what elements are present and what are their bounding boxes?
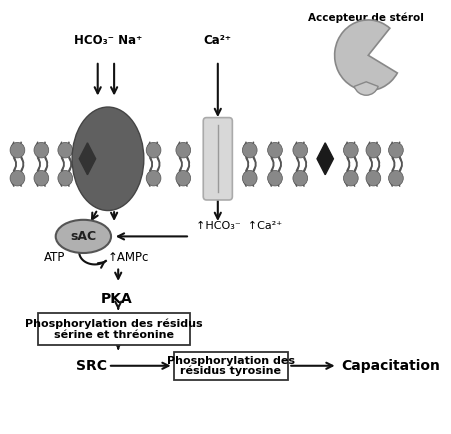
Wedge shape (354, 82, 377, 95)
Text: SRC: SRC (76, 359, 107, 373)
Circle shape (34, 171, 49, 186)
Circle shape (343, 171, 357, 186)
Circle shape (343, 142, 357, 158)
Text: HCO₃⁻ Na⁺: HCO₃⁻ Na⁺ (74, 34, 142, 47)
Circle shape (58, 142, 73, 158)
Circle shape (242, 142, 257, 158)
Circle shape (58, 171, 73, 186)
Text: ↑HCO₃⁻  ↑Ca²⁺: ↑HCO₃⁻ ↑Ca²⁺ (196, 221, 281, 231)
Text: PKA: PKA (100, 292, 132, 306)
Text: Ca²⁺: Ca²⁺ (203, 34, 231, 47)
Circle shape (292, 171, 307, 186)
Ellipse shape (72, 107, 143, 210)
Circle shape (365, 142, 380, 158)
Text: Phosphorylation des: Phosphorylation des (166, 355, 295, 365)
FancyBboxPatch shape (203, 118, 232, 200)
Text: Capacitation: Capacitation (341, 359, 440, 373)
Text: ATP: ATP (44, 251, 65, 264)
Text: sérine et thréonine: sérine et thréonine (54, 330, 174, 340)
Circle shape (242, 171, 257, 186)
Text: Accepteur de stérol: Accepteur de stérol (308, 12, 423, 23)
Circle shape (10, 171, 25, 186)
Circle shape (388, 142, 402, 158)
Circle shape (175, 142, 190, 158)
Text: Phosphorylation des résidus: Phosphorylation des résidus (25, 318, 202, 329)
Text: ↑AMPc: ↑AMPc (108, 251, 149, 264)
Text: sAC: sAC (70, 230, 96, 243)
Circle shape (388, 171, 402, 186)
FancyBboxPatch shape (38, 313, 189, 345)
Circle shape (146, 171, 161, 186)
Wedge shape (334, 20, 396, 91)
Circle shape (10, 142, 25, 158)
Circle shape (365, 171, 380, 186)
Circle shape (34, 142, 49, 158)
Circle shape (267, 142, 282, 158)
Circle shape (146, 142, 161, 158)
FancyBboxPatch shape (173, 352, 288, 380)
Circle shape (267, 171, 282, 186)
Polygon shape (316, 143, 333, 175)
Text: résidus tyrosine: résidus tyrosine (180, 366, 281, 376)
Circle shape (175, 171, 190, 186)
Circle shape (292, 142, 307, 158)
Ellipse shape (55, 220, 111, 253)
Polygon shape (79, 143, 96, 175)
